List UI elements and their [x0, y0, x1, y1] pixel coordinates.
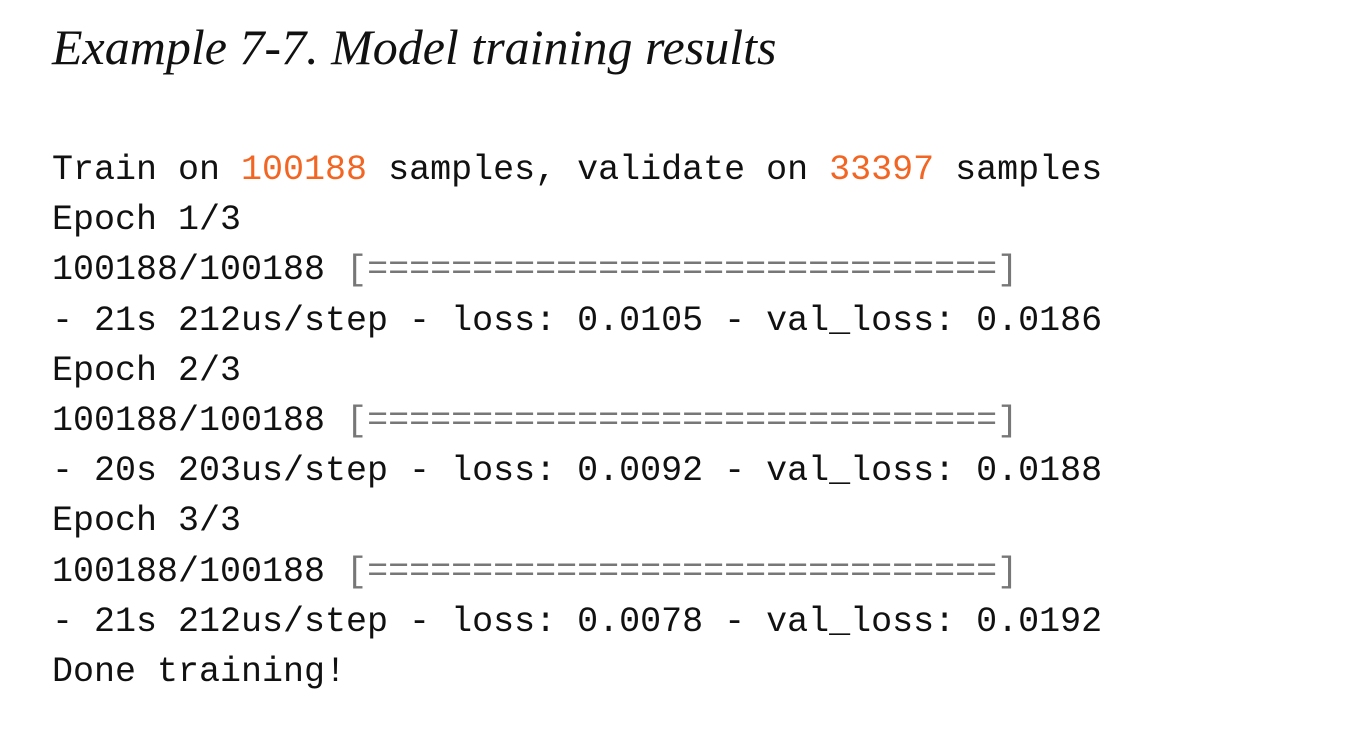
code-text: Train on [52, 150, 242, 190]
code-block: Train on 100188 samples, validate on 333… [52, 145, 1102, 697]
code-text: Epoch 2/3 [52, 350, 242, 391]
code-line: Epoch 2/3 [52, 346, 1102, 396]
code-text: Epoch 3/3 [52, 501, 242, 542]
code-text: - 21s 212us/step - loss: 0.0105 - val_lo… [52, 300, 1103, 341]
code-line: Done training! [52, 647, 1102, 697]
progress-bar: [==============================] [346, 400, 1019, 441]
code-text: samples [934, 150, 1103, 190]
code-text: 100188/100188 [52, 250, 347, 291]
code-line: - 21s 212us/step - loss: 0.0078 - val_lo… [52, 597, 1102, 647]
code-text: - 20s 203us/step - loss: 0.0092 - val_lo… [52, 451, 1103, 492]
code-number: 100188 [241, 150, 368, 190]
code-line: 100188/100188 [=========================… [52, 396, 1102, 446]
progress-bar: [==============================] [346, 551, 1019, 592]
progress-bar: [==============================] [346, 250, 1019, 291]
code-line: Epoch 3/3 [52, 496, 1102, 546]
code-line: Epoch 1/3 [52, 195, 1102, 245]
code-text: Done training! [52, 651, 347, 692]
code-text: Epoch 1/3 [52, 200, 242, 241]
code-text: - 21s 212us/step - loss: 0.0078 - val_lo… [52, 601, 1103, 642]
code-text: 100188/100188 [52, 551, 347, 592]
code-line: 100188/100188 [=========================… [52, 547, 1102, 597]
code-line: 100188/100188 [=========================… [52, 245, 1102, 295]
code-line: - 21s 212us/step - loss: 0.0105 - val_lo… [52, 296, 1102, 346]
code-line: Train on 100188 samples, validate on 333… [52, 145, 1102, 195]
example-title: Example 7-7. Model training results [52, 19, 777, 75]
code-number: 33397 [829, 150, 935, 190]
code-text: samples, validate on [367, 150, 830, 190]
code-text: 100188/100188 [52, 400, 347, 441]
code-line: - 20s 203us/step - loss: 0.0092 - val_lo… [52, 446, 1102, 496]
